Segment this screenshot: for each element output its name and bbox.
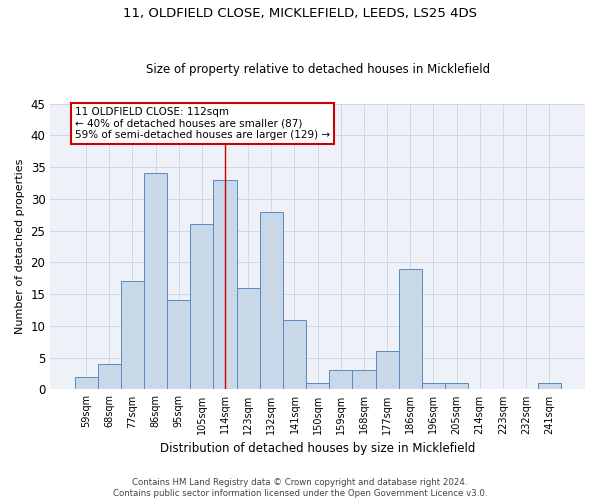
Bar <box>352 370 376 390</box>
Bar <box>398 268 422 390</box>
Text: Contains HM Land Registry data © Crown copyright and database right 2024.
Contai: Contains HM Land Registry data © Crown c… <box>113 478 487 498</box>
Bar <box>329 370 352 390</box>
Text: 11 OLDFIELD CLOSE: 112sqm
← 40% of detached houses are smaller (87)
59% of semi-: 11 OLDFIELD CLOSE: 112sqm ← 40% of detac… <box>75 106 330 140</box>
Text: 11, OLDFIELD CLOSE, MICKLEFIELD, LEEDS, LS25 4DS: 11, OLDFIELD CLOSE, MICKLEFIELD, LEEDS, … <box>123 8 477 20</box>
Bar <box>236 288 260 390</box>
X-axis label: Distribution of detached houses by size in Micklefield: Distribution of detached houses by size … <box>160 442 475 455</box>
Bar <box>121 282 144 390</box>
Y-axis label: Number of detached properties: Number of detached properties <box>15 159 25 334</box>
Bar <box>167 300 190 390</box>
Bar <box>306 383 329 390</box>
Title: Size of property relative to detached houses in Micklefield: Size of property relative to detached ho… <box>146 63 490 76</box>
Bar <box>422 383 445 390</box>
Bar <box>144 174 167 390</box>
Bar <box>376 352 398 390</box>
Bar <box>214 180 236 390</box>
Bar <box>538 383 560 390</box>
Bar <box>445 383 468 390</box>
Bar <box>260 212 283 390</box>
Bar <box>190 224 214 390</box>
Bar <box>74 376 98 390</box>
Bar <box>283 320 306 390</box>
Bar <box>98 364 121 390</box>
